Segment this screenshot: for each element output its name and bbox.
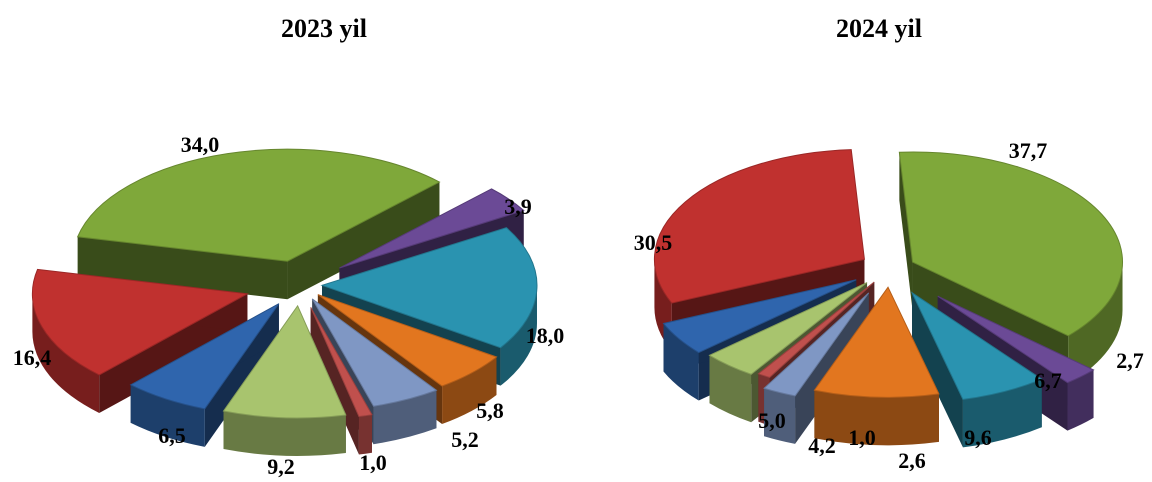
data-label: 37,7: [1009, 138, 1048, 163]
chart-title-2024: 2024 yil: [836, 14, 922, 43]
data-label: 18,0: [526, 323, 565, 348]
data-label: 2,6: [898, 448, 926, 473]
pie-slice: [222, 304, 347, 456]
pie-slice: [76, 148, 441, 300]
pie-chart-1: 37,7 2,7 6,7 9,6 2,6 1,0 4,2 5,0 30,5: [634, 138, 1144, 473]
data-label: 5,8: [476, 398, 504, 423]
pie-chart-0: 34,0 3,9 18,0 5,8 5,2 1,0 9,2 6,5 16,4: [13, 132, 565, 479]
data-label: 34,0: [181, 132, 220, 157]
pie-slice: [910, 291, 1043, 448]
data-label: 1,0: [359, 450, 387, 475]
data-label: 5,0: [758, 408, 786, 433]
data-label: 6,5: [158, 423, 186, 448]
data-label: 2,7: [1116, 348, 1144, 373]
data-label: 1,0: [848, 425, 876, 450]
data-label: 30,5: [634, 230, 673, 255]
data-label: 4,2: [808, 433, 836, 458]
pie-slice: [813, 286, 940, 446]
data-label: 6,7: [1034, 368, 1062, 393]
data-label: 3,9: [504, 194, 532, 219]
data-label: 9,2: [267, 454, 295, 479]
data-label: 9,6: [964, 425, 992, 450]
chart-title-2023: 2023 yil: [281, 14, 367, 43]
data-label: 5,2: [451, 427, 479, 452]
pie-slice: [310, 307, 373, 455]
data-label: 16,4: [13, 345, 52, 370]
